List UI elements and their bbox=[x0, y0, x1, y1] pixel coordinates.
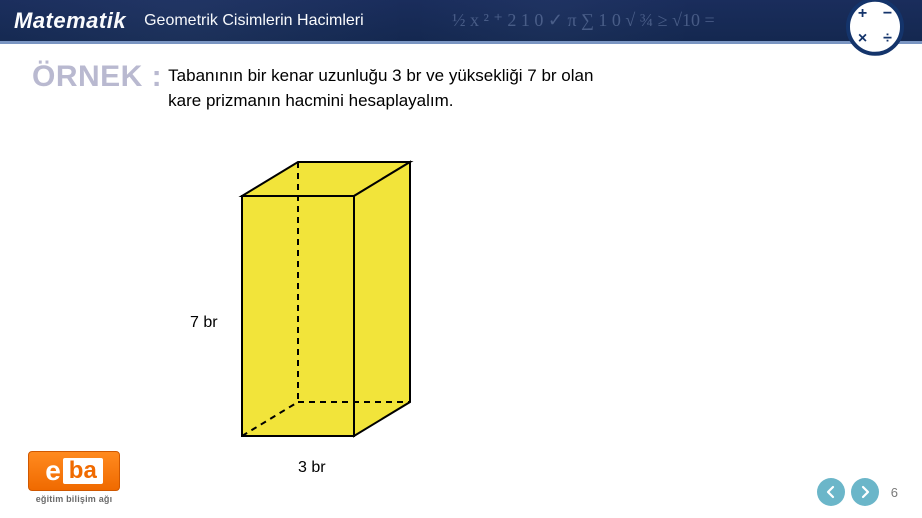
problem-line-2: kare prizmanın hacmini hesaplayalım. bbox=[168, 91, 453, 110]
operations-badge: + − × ÷ bbox=[846, 0, 904, 55]
content-area: ÖRNEK : Tabanının bir kenar uzunluğu 3 b… bbox=[0, 44, 922, 518]
example-label: ÖRNEK : bbox=[32, 60, 162, 94]
brand-title: Matematik bbox=[14, 8, 126, 34]
arrow-left-icon bbox=[824, 485, 838, 499]
example-row: ÖRNEK : Tabanının bir kenar uzunluğu 3 b… bbox=[32, 60, 922, 113]
header-bar: Matematik Geometrik Cisimlerin Hacimleri… bbox=[0, 0, 922, 44]
base-label: 3 br bbox=[298, 459, 326, 477]
plus-icon: + bbox=[858, 6, 867, 22]
next-button[interactable] bbox=[851, 478, 879, 506]
minus-icon: − bbox=[883, 6, 892, 22]
divide-icon: ÷ bbox=[883, 31, 892, 47]
math-decor: ½ x ² ⁺ 2 1 0 ✓ π ∑ 1 0 √ ¾ ≥ √10 = bbox=[452, 0, 832, 41]
problem-text: Tabanının bir kenar uzunluğu 3 br ve yük… bbox=[168, 60, 593, 113]
prev-button[interactable] bbox=[817, 478, 845, 506]
page-number: 6 bbox=[891, 485, 898, 500]
arrow-right-icon bbox=[858, 485, 872, 499]
nav-controls: 6 bbox=[817, 478, 898, 506]
times-icon: × bbox=[858, 31, 867, 47]
topic-title: Geometrik Cisimlerin Hacimleri bbox=[144, 12, 364, 30]
logo-e: e bbox=[45, 455, 61, 487]
prism-svg bbox=[230, 154, 430, 464]
problem-line-1: Tabanının bir kenar uzunluğu 3 br ve yük… bbox=[168, 66, 593, 85]
prism-figure: 7 br 3 br bbox=[230, 154, 450, 474]
logo-ba: ba bbox=[63, 458, 103, 484]
eba-logo-box: e ba bbox=[28, 451, 120, 491]
height-label: 7 br bbox=[190, 314, 218, 332]
eba-logo: e ba eğitim bilişim ağı bbox=[28, 451, 120, 504]
logo-subtitle: eğitim bilişim ağı bbox=[36, 494, 113, 504]
